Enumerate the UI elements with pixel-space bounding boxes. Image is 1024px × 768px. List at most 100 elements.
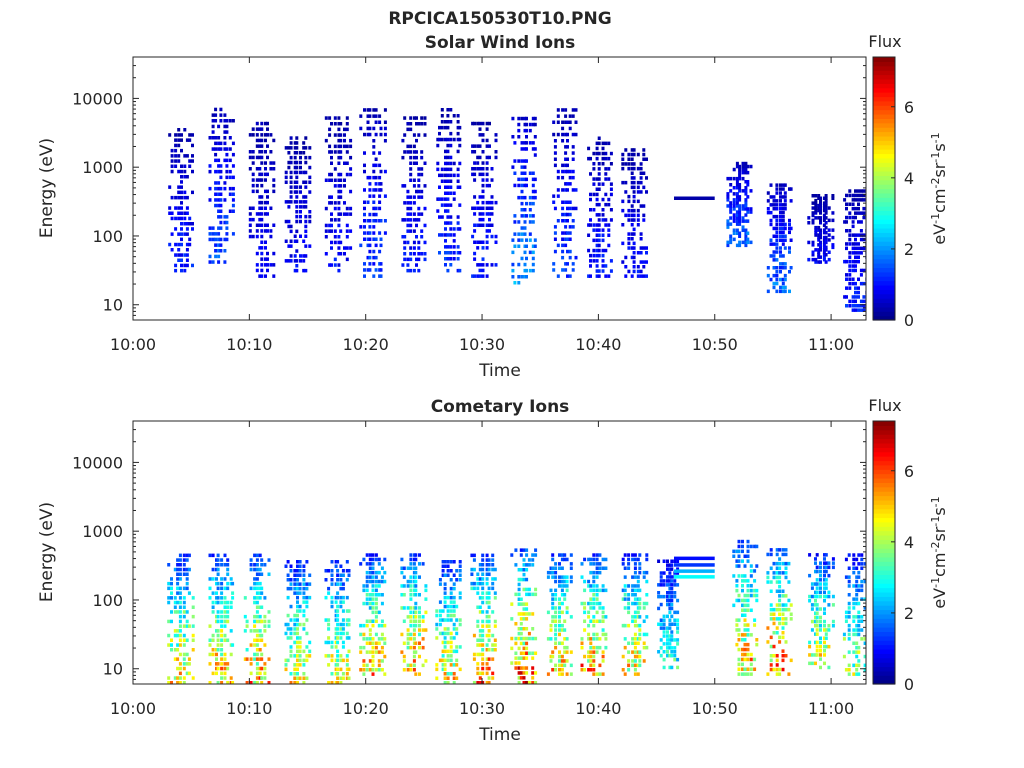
flux-cell [412,150,416,154]
flux-cell [478,671,482,676]
flux-cell [564,231,568,235]
flux-cell [523,171,527,175]
flux-cell [744,180,748,184]
flux-cell [173,676,177,680]
flux-cell [633,637,637,641]
flux-cell [645,593,649,597]
flux-cell [779,187,782,191]
flux-cell [525,617,529,621]
flux-cell [560,579,564,584]
flux-cell [568,255,572,260]
flux-cell [743,623,747,627]
flux-cell [811,240,815,245]
flux-cell [264,189,267,194]
flux-cell [531,636,535,641]
flux-cell [420,195,424,199]
flux-cell [595,213,599,217]
flux-cell [225,130,229,134]
flux-cell [589,156,592,161]
flux-cell [258,206,262,210]
flux-cell [443,604,447,609]
flux-cell [844,668,848,672]
flux-cell [494,133,498,137]
flux-cell [417,206,421,211]
flux-cell [589,659,593,663]
flux-cell [216,567,220,572]
flux-cell [216,633,220,638]
flux-cell [223,186,227,191]
flux-cell [449,569,453,573]
flux-cell [749,207,753,211]
flux-cell [819,628,822,632]
flux-cell [365,601,369,606]
flux-cell [848,211,852,215]
flux-cell [642,246,646,250]
flux-cell [481,648,485,652]
flux-cell [657,591,661,595]
flux-cell [595,553,599,557]
flux-cell [371,645,375,650]
flux-cell [481,629,485,633]
flux-cell [298,649,302,654]
flux-cell [743,579,747,583]
flux-cell [595,557,599,562]
burst-10-43 [621,553,649,676]
flux-cell [363,212,366,217]
flux-cell [566,206,569,211]
flux-cell [401,138,405,143]
flux-cell [525,128,528,133]
flux-cell [855,663,859,668]
flux-cell [267,558,271,562]
flux-cell [220,619,224,624]
flux-cell [423,257,427,262]
flux-cell [587,223,591,227]
flux-cell [522,636,526,641]
flux-cell [452,137,456,142]
flux-cell [737,564,741,568]
flux-cell [769,277,773,282]
flux-cell [781,289,785,294]
flux-cell [673,653,677,658]
flux-cell [601,269,605,273]
flux-cell [409,663,413,668]
flux-cell [863,579,866,584]
flux-cell [852,562,856,566]
flux-cell [304,146,308,150]
flux-cell [174,195,178,200]
flux-cell [571,219,575,223]
flux-cell [645,553,649,557]
flux-cell [546,610,550,615]
flux-cell [633,632,637,637]
flux-cell [743,603,747,608]
flux-cell [272,167,276,171]
flux-cell [455,649,459,654]
flux-cell [345,150,349,154]
flux-cell [860,566,864,570]
flux-cell [741,164,745,169]
flux-cell [563,557,567,562]
colorbar-segment [873,201,895,207]
flux-cell [449,185,453,189]
flux-cell [446,155,450,160]
flux-cell [371,597,375,601]
flux-cell [293,586,297,591]
flux-cell [781,183,785,187]
flux-cell [362,637,366,641]
flux-cell [440,137,444,142]
flux-cell [423,206,427,211]
flux-cell [561,188,565,192]
flux-cell [789,266,793,270]
flux-cell [827,257,831,262]
flux-cell [417,268,421,273]
flux-cell [214,243,218,247]
flux-cell [170,577,173,581]
flux-cell [228,147,232,151]
flux-cell [564,108,568,112]
flux-cell [566,237,569,241]
flux-cell [491,586,495,591]
flux-cell [304,219,308,224]
flux-cell [814,206,818,210]
flux-cell [444,120,447,124]
flux-cell [623,597,627,601]
flux-cell [592,553,596,557]
